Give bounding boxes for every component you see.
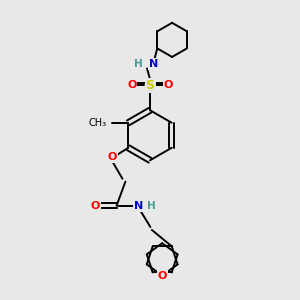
Text: N: N: [149, 59, 158, 69]
Text: N: N: [134, 201, 143, 211]
Text: S: S: [146, 79, 154, 92]
Text: O: O: [158, 271, 167, 281]
Text: H: H: [147, 201, 155, 211]
Text: H: H: [134, 59, 143, 69]
Text: CH₃: CH₃: [88, 118, 106, 128]
Text: O: O: [164, 80, 173, 90]
Text: O: O: [107, 152, 117, 162]
Text: O: O: [127, 80, 136, 90]
Text: O: O: [91, 201, 100, 211]
